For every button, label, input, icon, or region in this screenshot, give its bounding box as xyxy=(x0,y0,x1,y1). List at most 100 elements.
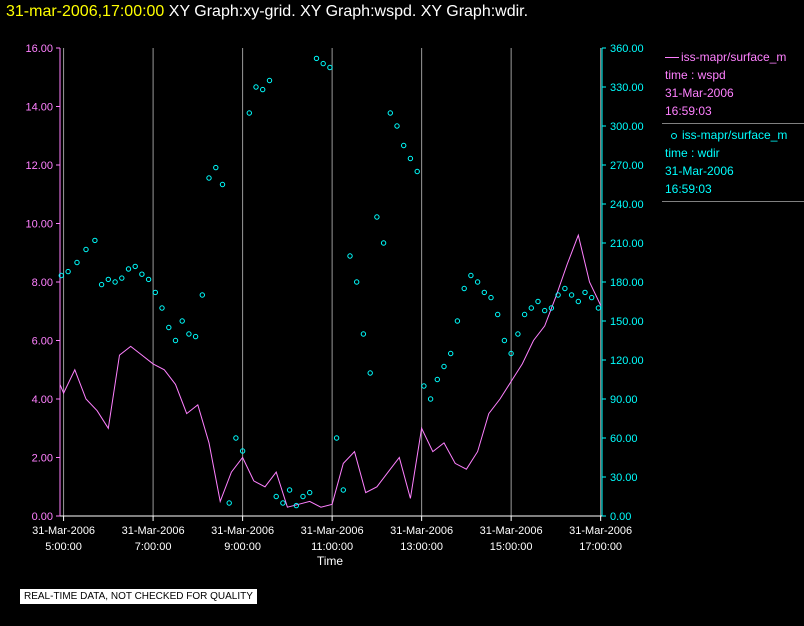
line-symbol-icon xyxy=(665,57,679,59)
wdir-point xyxy=(461,285,467,292)
wdir-point xyxy=(407,155,414,162)
wdir-point xyxy=(246,110,253,116)
wdir-point xyxy=(360,331,367,337)
x-tick-time: 5:00:00 xyxy=(45,541,82,553)
right-tick-label: 90.00 xyxy=(610,394,638,406)
left-tick-label: 2.00 xyxy=(32,453,53,465)
left-tick-label: 0.00 xyxy=(32,511,53,523)
wdir-point xyxy=(213,164,219,171)
wdir-point xyxy=(394,123,400,129)
x-tick-time: 15:00:00 xyxy=(490,541,533,553)
wdir-point xyxy=(595,305,602,311)
wdir-point xyxy=(219,181,226,188)
wdir-point xyxy=(542,307,548,314)
x-tick-time: 7:00:00 xyxy=(135,541,172,553)
wdir-point xyxy=(313,55,320,62)
wdir-point xyxy=(145,276,152,283)
wdir-point xyxy=(501,337,508,344)
left-tick-label: 4.00 xyxy=(32,394,53,406)
wspd-line xyxy=(59,233,602,508)
wdir-point xyxy=(380,240,387,246)
wdir-point xyxy=(119,275,125,281)
wdir-point xyxy=(92,237,98,244)
vertical-grid xyxy=(63,48,602,516)
wdir-point xyxy=(414,168,420,175)
wdir-point xyxy=(488,294,494,301)
wdir-point xyxy=(226,500,232,506)
right-tick-label: 330.00 xyxy=(610,82,644,94)
wdir-point xyxy=(233,435,239,441)
wdir-point xyxy=(83,246,89,253)
wdir-point xyxy=(454,318,461,324)
x-tick-date: 31-Mar-2006 xyxy=(211,525,274,537)
left-tick-label: 14.00 xyxy=(25,102,53,114)
wdir-point xyxy=(74,259,80,266)
wdir-point xyxy=(206,175,212,181)
wdir-point xyxy=(273,493,279,500)
wdir-point xyxy=(448,350,454,357)
right-tick-label: 120.00 xyxy=(610,355,644,367)
wdir-point xyxy=(562,285,568,292)
left-axis-ticks: 0.00 2.00 4.00 6.00 8.00 10.00 12.00 14.00 16.00 xyxy=(25,43,60,523)
legend-wdir: iss-mapr/surface_m time : wdir 31-Mar-20… xyxy=(662,124,804,202)
wdir-point xyxy=(401,142,407,149)
x-tick-time: 13:00:00 xyxy=(400,541,443,553)
right-tick-label: 270.00 xyxy=(610,160,644,172)
x-tick-date: 31-Mar-2006 xyxy=(569,525,632,537)
wdir-point xyxy=(535,298,541,305)
title-bar: 31-mar-2006,17:00:00 XY Graph:xy-grid. X… xyxy=(6,1,528,23)
quality-disclaimer: REAL-TIME DATA, NOT CHECKED FOR QUALITY xyxy=(20,589,257,604)
x-tick-date: 31-Mar-2006 xyxy=(122,525,185,537)
wdir-point xyxy=(179,318,185,324)
wdir-point xyxy=(441,363,447,370)
wdir-point xyxy=(105,276,112,283)
wdir-point xyxy=(307,489,313,496)
right-tick-label: 150.00 xyxy=(610,316,644,328)
legend-wdir-source: iss-mapr/surface_m xyxy=(682,128,788,142)
wdir-point xyxy=(239,448,246,454)
wdir-point xyxy=(387,110,393,116)
wdir-point xyxy=(481,289,487,296)
right-tick-label: 60.00 xyxy=(610,433,638,445)
legend-wspd: iss-mapr/surface_m time : wspd 31-Mar-20… xyxy=(662,46,804,124)
axes xyxy=(59,48,603,517)
wdir-point xyxy=(575,298,581,305)
graph-names: XY Graph:xy-grid. XY Graph:wspd. XY Grap… xyxy=(168,3,529,20)
wdir-point xyxy=(253,84,259,90)
x-tick-date: 31-Mar-2006 xyxy=(301,525,364,537)
left-tick-label: 12.00 xyxy=(25,160,53,172)
right-axis-ticks: 0.00 30.00 60.00 90.00 120.00 150.00 180.00 210… xyxy=(602,43,644,523)
wdir-point xyxy=(159,305,165,311)
right-tick-label: 0.00 xyxy=(610,511,631,523)
left-tick-label: 6.00 xyxy=(32,336,53,348)
wdir-point xyxy=(320,60,326,67)
wdir-point xyxy=(132,263,138,270)
wdir-point xyxy=(192,333,199,340)
x-tick-time: 11:00:00 xyxy=(311,541,353,553)
wdir-point xyxy=(508,350,514,357)
wdir-point xyxy=(152,289,159,296)
wdir-point xyxy=(340,487,346,493)
x-tick-time: 17:00:00 xyxy=(579,541,622,553)
legend-wspd-variable: time : wspd xyxy=(665,68,726,82)
wdir-point xyxy=(468,272,474,279)
wdir-point xyxy=(555,292,561,298)
right-tick-label: 240.00 xyxy=(610,199,644,211)
wdir-point xyxy=(199,292,206,298)
wdir-series xyxy=(58,55,602,509)
legend-wspd-date: 31-Mar-2006 xyxy=(665,86,734,100)
wdir-point xyxy=(548,305,555,311)
wdir-point xyxy=(166,324,172,331)
wdir-point xyxy=(65,268,71,275)
wdir-point xyxy=(434,376,440,383)
legend-wspd-source: iss-mapr/surface_m xyxy=(681,50,787,64)
wdir-point xyxy=(421,383,427,389)
wdir-point xyxy=(474,279,481,285)
wdir-point xyxy=(300,493,306,500)
right-tick-label: 30.00 xyxy=(610,472,638,484)
right-tick-label: 210.00 xyxy=(610,238,644,250)
wdir-point xyxy=(327,64,333,71)
wdir-point xyxy=(427,396,434,402)
wdir-point xyxy=(367,370,373,376)
